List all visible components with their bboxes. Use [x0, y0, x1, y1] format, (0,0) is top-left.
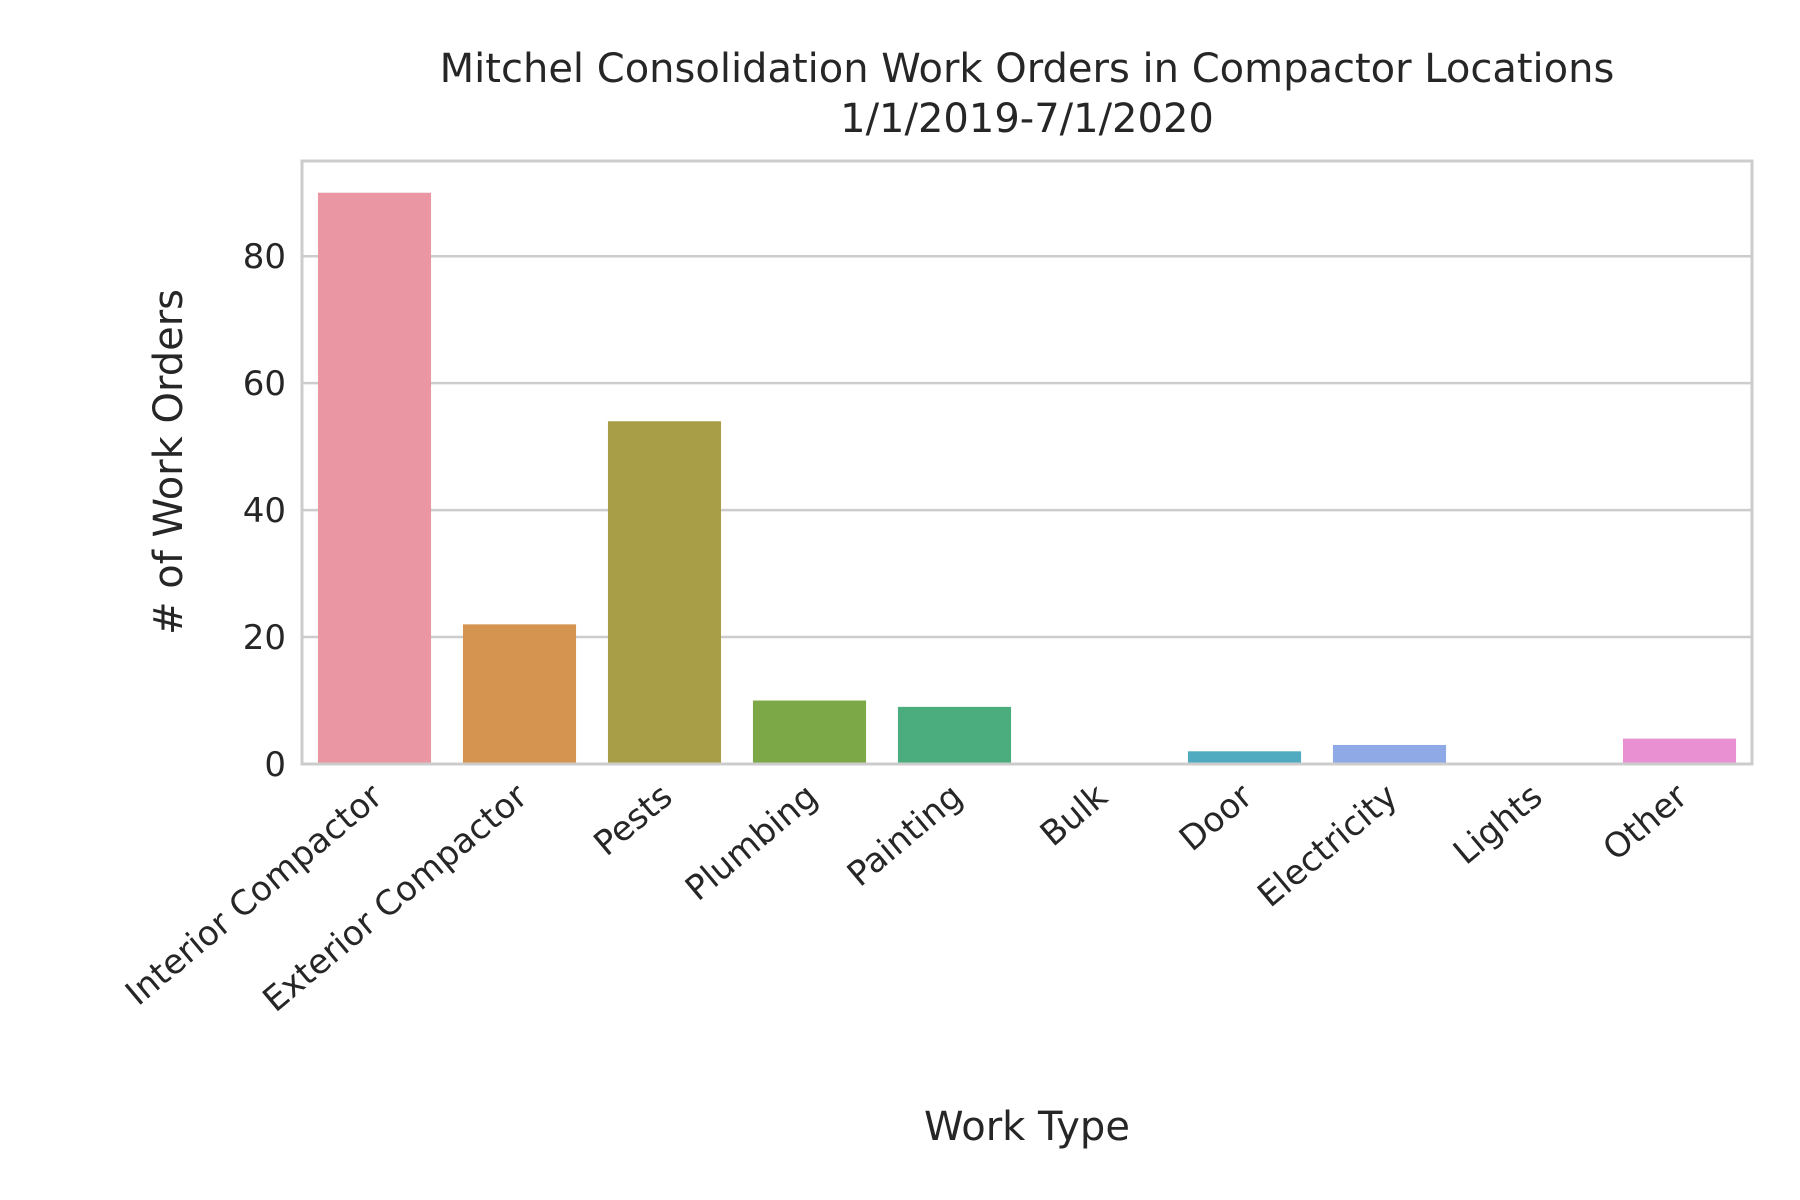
x-tick-label: Pests	[586, 776, 680, 864]
bar-pests	[607, 421, 722, 764]
y-tick-label: 40	[243, 491, 286, 531]
x-axis-label: Work Type	[924, 1104, 1130, 1150]
bar-painting	[897, 706, 1012, 764]
x-tick-label: Lights	[1446, 776, 1550, 873]
y-axis-label: # of Work Orders	[146, 289, 192, 635]
x-tick-label: Other	[1596, 776, 1696, 869]
x-tick-label: Door	[1172, 776, 1260, 859]
x-tick-label: Painting	[840, 776, 970, 895]
grid-lines	[302, 254, 1752, 639]
y-tick-labels: 0 20 40 60 80	[243, 237, 286, 785]
bar-exterior-compactor	[462, 624, 577, 764]
chart-title: Mitchel Consolidation Work Orders in Com…	[440, 46, 1615, 92]
chart-subtitle: 1/1/2019-7/1/2020	[840, 96, 1214, 142]
x-tick-label: Plumbing	[678, 776, 825, 909]
bars	[317, 192, 1737, 765]
y-tick-label: 60	[243, 364, 286, 404]
bar-electricity	[1332, 744, 1447, 764]
x-tick-label: Interior Compactor	[118, 776, 390, 1013]
x-tick-label: Electricity	[1250, 776, 1405, 915]
bar-interior-compactor	[317, 192, 432, 765]
bar-other	[1622, 738, 1737, 764]
y-tick-label: 80	[243, 237, 286, 277]
bar-plumbing	[752, 700, 867, 764]
x-tick-label: Exterior Compactor	[255, 776, 535, 1020]
bar-door	[1187, 751, 1302, 764]
y-tick-label: 0	[264, 745, 286, 785]
x-tick-label: Bulk	[1033, 776, 1116, 854]
y-tick-label: 20	[243, 618, 286, 658]
plot-frame	[300, 159, 1754, 766]
